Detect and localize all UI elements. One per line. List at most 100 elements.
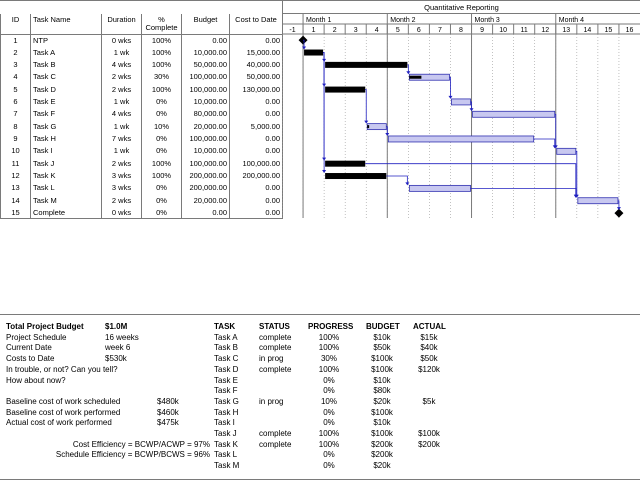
dependency-arrowhead [469, 108, 474, 112]
summary-value: $530k [105, 354, 127, 364]
gantt-bar-remaining [472, 110, 556, 118]
summary-task: Task L [214, 450, 238, 460]
task-cost-cell: 0.00 [229, 206, 283, 220]
gantt-bar-remaining [366, 123, 387, 131]
task-pct-cell: 10% [141, 120, 182, 133]
summary-progress: 0% [323, 450, 335, 460]
summary-status: complete [259, 343, 292, 353]
summary-task: Task J [214, 429, 237, 438]
task-duration-cell: 1 wk [101, 95, 142, 109]
task-budget-cell: 100,000.00 [181, 157, 230, 170]
task-cost-cell: 0.00 [229, 145, 283, 158]
gantt-bar-progress [409, 75, 422, 79]
task-budget-cell: 100,000.00 [181, 71, 230, 84]
summary-budget: $20k [373, 461, 391, 471]
summary-header-task: TASK [214, 322, 236, 331]
summary-label: Baseline cost of work performed [6, 407, 121, 417]
month-label: Month 2 [390, 17, 415, 24]
task-name-cell: Task H [30, 132, 102, 146]
task-name-cell: Task F [30, 108, 102, 121]
task-duration-cell: 1 wk [101, 46, 142, 59]
week-label: 2 [333, 27, 337, 34]
summary-task: Task A [214, 332, 238, 342]
dependency-link [554, 113, 557, 147]
week-label: 9 [480, 27, 484, 34]
task-duration-cell: 4 wks [101, 58, 142, 72]
task-id-cell: 2 [0, 46, 31, 59]
table-row[interactable]: 15 Complete 0 wks 0% 0.00 0.00 [0, 206, 283, 220]
summary-value: $475k [157, 418, 179, 428]
summary-header-actual: ACTUAL [413, 322, 446, 331]
summary-budget: $10k [373, 418, 391, 428]
summary-progress: 30% [320, 354, 337, 364]
dependency-link [533, 138, 556, 147]
week-label: 15 [605, 27, 613, 34]
task-id-cell: 9 [0, 132, 31, 146]
dependency-arrowhead [616, 207, 621, 211]
task-cost-cell: 200,000.00 [229, 169, 283, 183]
section-divider [0, 314, 640, 315]
task-duration-cell: 0 wks [101, 34, 142, 47]
summary-label: Total Project Budget [6, 322, 84, 331]
week-label: 13 [562, 27, 570, 34]
task-name-cell: Task C [30, 71, 102, 84]
summary-value: $480k [157, 396, 179, 406]
summary-budget: $20k [373, 396, 391, 406]
summary-actual: $100k [418, 429, 440, 438]
task-cost-cell: 15,000.00 [229, 46, 283, 59]
dependency-link [575, 150, 578, 196]
table-header-row: ID Task Name Duration % Complete Budget … [0, 14, 283, 35]
week-label: 14 [583, 27, 591, 34]
task-id-cell: 8 [0, 120, 31, 133]
task-budget-cell: 50,000.00 [181, 58, 230, 72]
task-budget-cell: 0.00 [181, 34, 230, 47]
milestone-diamond [614, 208, 624, 218]
task-id-cell: 11 [0, 157, 31, 170]
task-name-cell: Task K [30, 169, 102, 183]
task-name-cell: Task I [30, 145, 102, 158]
summary-task: Task E [214, 375, 239, 385]
gantt-bar-remaining [408, 184, 471, 192]
week-label: 5 [396, 27, 400, 34]
frame-top-border [0, 0, 640, 1]
task-budget-cell: 10,000.00 [181, 46, 230, 59]
task-duration-cell: 2 wks [101, 71, 142, 84]
table-row[interactable]: 1 NTP 0 wks 100% 0.00 0.00 [0, 34, 283, 47]
task-cost-cell: 0.00 [229, 108, 283, 121]
task-pct-cell: 0% [141, 95, 182, 109]
task-pct-cell: 0% [141, 194, 182, 207]
summary-status: complete [259, 439, 292, 449]
task-pct-cell: 30% [141, 71, 182, 84]
summary-progress: 100% [318, 332, 340, 342]
gantt-bar-remaining [451, 98, 471, 106]
dependency-link [365, 163, 577, 196]
summary-value: week 6 [105, 343, 131, 353]
summary-task: Task D [214, 364, 239, 374]
task-budget-cell: 10,000.00 [181, 95, 230, 109]
task-id-cell: 7 [0, 108, 31, 121]
task-cost-cell: 40,000.00 [229, 58, 283, 72]
dependency-arrowhead [322, 170, 327, 174]
summary-task: Task G [214, 396, 239, 406]
summary-budget: $80k [373, 386, 391, 396]
month-label: Month 4 [559, 17, 584, 24]
week-label: 7 [438, 27, 442, 34]
summary-budget: $200k [371, 439, 393, 449]
dependency-arrowhead [573, 194, 578, 198]
task-pct-cell: 100% [141, 34, 182, 47]
task-duration-cell: 4 wks [101, 108, 142, 121]
